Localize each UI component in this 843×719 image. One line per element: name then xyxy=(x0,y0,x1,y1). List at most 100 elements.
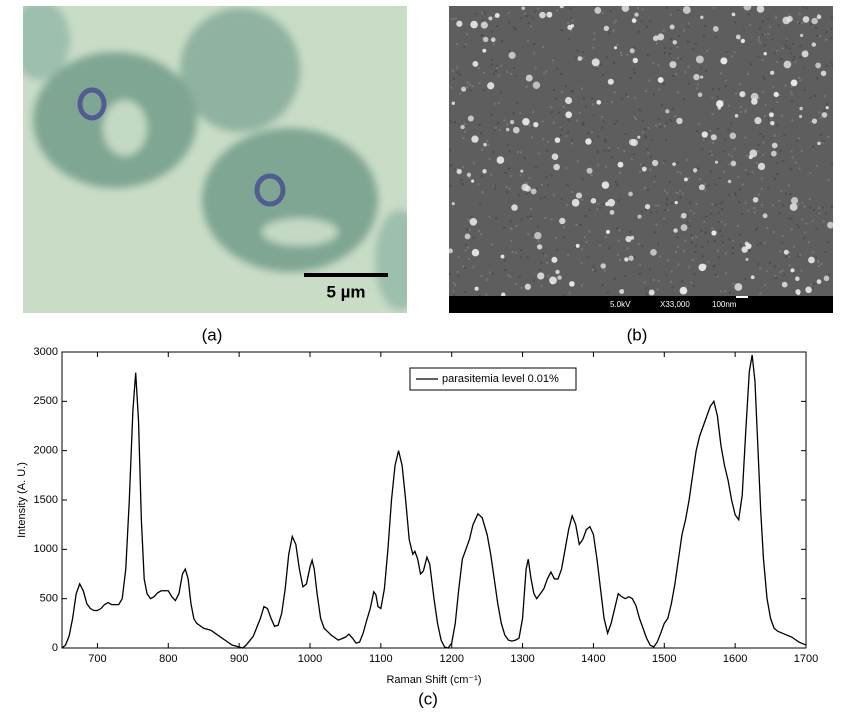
sem-noise xyxy=(817,264,820,267)
sem-noise xyxy=(467,218,470,221)
sem-noise xyxy=(626,95,629,98)
sem-noise xyxy=(519,112,522,115)
sem-noise xyxy=(540,261,543,264)
sem-noise xyxy=(480,274,483,277)
sem-noise xyxy=(679,172,682,175)
sem-noise xyxy=(550,106,553,109)
sem-noise xyxy=(662,29,665,32)
sem-noise xyxy=(563,294,566,296)
sem-noise xyxy=(734,192,737,195)
sem-noise xyxy=(798,21,801,24)
nanoparticle xyxy=(731,12,736,17)
sem-noise xyxy=(763,44,766,47)
sem-noise xyxy=(655,42,658,45)
sem-noise xyxy=(820,263,823,266)
sem-noise xyxy=(494,70,497,73)
sem-noise xyxy=(462,265,465,268)
sem-noise xyxy=(571,139,574,142)
sem-noise xyxy=(638,108,641,111)
sem-noise xyxy=(507,143,510,146)
sem-noise xyxy=(626,247,629,250)
sem-noise xyxy=(658,118,661,121)
sem-noise xyxy=(469,89,472,92)
sem-noise xyxy=(642,163,645,166)
sem-noise xyxy=(480,175,483,178)
sem-noise xyxy=(827,135,830,138)
sem-noise xyxy=(613,21,616,24)
sem-noise xyxy=(613,91,616,94)
sem-noise xyxy=(588,230,591,233)
sem-noise xyxy=(591,139,594,142)
nanoparticle xyxy=(825,106,829,110)
x-axis-label: Raman Shift (cm⁻¹) xyxy=(386,674,481,686)
sem-noise xyxy=(763,33,766,36)
sem-noise xyxy=(534,66,537,69)
sem-noise xyxy=(641,8,644,11)
sem-noise xyxy=(658,88,661,91)
sem-noise xyxy=(738,201,741,204)
sem-noise xyxy=(453,294,456,296)
sem-noise xyxy=(546,150,549,153)
sem-noise xyxy=(716,95,719,98)
sem-noise xyxy=(527,22,530,25)
nanoparticle xyxy=(472,60,479,67)
nanoparticle xyxy=(570,24,575,28)
sem-noise xyxy=(689,201,692,204)
nanoparticle xyxy=(745,257,749,261)
sem-noise xyxy=(784,84,787,87)
sem-noise xyxy=(739,244,742,247)
sem-noise xyxy=(491,272,494,275)
sem-noise xyxy=(507,274,510,277)
sem-noise xyxy=(493,187,496,190)
sem-noise xyxy=(722,241,725,244)
sem-noise xyxy=(519,174,522,177)
nanoparticle xyxy=(734,114,739,118)
sem-noise xyxy=(588,208,591,211)
sem-noise xyxy=(649,168,652,171)
sem-noise xyxy=(826,241,829,244)
sem-noise xyxy=(759,242,762,245)
sem-noise xyxy=(809,283,812,286)
sem-noise xyxy=(801,218,804,221)
sem-noise xyxy=(478,123,481,126)
sem-noise xyxy=(634,96,637,99)
sem-noise xyxy=(599,63,602,66)
sem-noise xyxy=(477,183,480,186)
sem-noise xyxy=(709,129,712,132)
sem-noise xyxy=(741,183,744,186)
sem-noise xyxy=(562,226,565,229)
sem-noise xyxy=(608,247,611,250)
sem-noise xyxy=(487,18,490,21)
nanoparticle xyxy=(460,124,465,130)
sem-noise xyxy=(615,19,618,22)
nanoparticle xyxy=(554,137,561,143)
sem-noise xyxy=(540,183,543,186)
panel-label: (c) xyxy=(418,689,438,708)
sem-noise xyxy=(675,73,678,76)
sem-noise xyxy=(823,109,826,112)
sem-noise xyxy=(449,184,452,187)
sem-noise xyxy=(613,277,616,280)
y-tick-label: 2000 xyxy=(34,445,58,457)
sem-noise xyxy=(581,248,584,251)
sem-noise xyxy=(458,92,461,95)
nanoparticle xyxy=(751,98,758,105)
sem-noise xyxy=(655,223,658,226)
sem-noise xyxy=(684,71,687,74)
sem-noise xyxy=(456,43,459,46)
sem-noise xyxy=(684,285,687,288)
sem-noise xyxy=(822,220,825,223)
sem-noise xyxy=(739,111,742,114)
nanoparticle xyxy=(571,198,580,207)
sem-noise xyxy=(668,52,671,55)
sem-noise xyxy=(783,134,786,137)
sem-noise xyxy=(528,124,531,127)
nanoparticle xyxy=(727,179,732,184)
nanoparticle xyxy=(702,264,707,269)
sem-noise xyxy=(818,212,821,215)
sem-noise xyxy=(460,178,463,181)
sem-noise xyxy=(584,214,587,217)
panel-label: (a) xyxy=(202,325,223,344)
sem-noise xyxy=(616,227,619,230)
